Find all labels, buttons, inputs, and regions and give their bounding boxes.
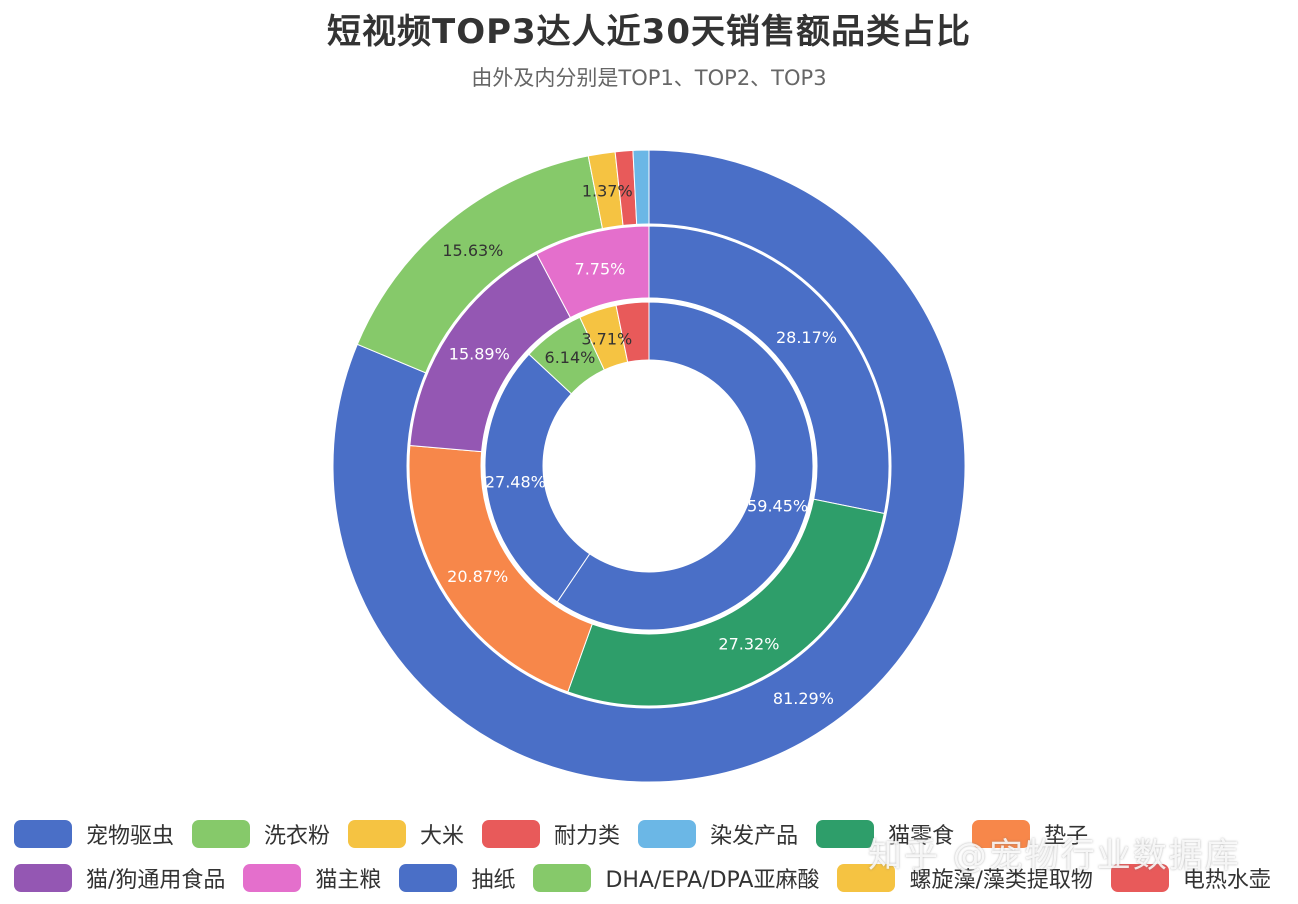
legend-label: 垫子 [1044,824,1089,849]
legend-label: 猫/狗通用食品 [86,868,226,893]
legend-label: 猫主粮 [315,868,382,893]
legend-swatch [192,820,251,848]
legend-label: 染发产品 [710,824,799,849]
legend-label: 电热水壶 [1182,868,1271,893]
ring-2-label-1: 28.17% [776,328,837,347]
ring-2-label-2: 27.32% [718,634,779,653]
nested-donut-chart: 81.29% 15.63% 1.37% 28.17% 27.32% 20.87% 15.89… [332,149,966,783]
legend-item[interactable]: 洗衣粉 [192,818,330,850]
legend-item[interactable]: 大米 [348,818,464,850]
legend-label: 大米 [420,824,465,849]
legend-item[interactable]: 猫零食 [816,818,954,850]
legend-swatch [14,820,72,848]
legend-item[interactable]: 猫/狗通用食品 [14,862,225,894]
legend-label: 猫零食 [888,824,955,849]
legend-swatch [972,820,1031,848]
legend-label: 耐力类 [554,824,621,849]
legend-swatch [243,864,302,892]
ring-3-label-4: 3.71% [581,329,632,348]
legend-label: 螺旋藻/藻类提取物 [909,868,1093,893]
ring-2-label-5: 7.75% [575,260,626,279]
legend-item[interactable]: 螺旋藻/藻类提取物 [837,862,1093,894]
chart-title: 短视频TOP3达人近30天销售额品类占比 [327,12,971,52]
legend-label: 宠物驱虫 [86,824,175,849]
ring-2-separator [480,297,818,635]
chart-subtitle: 由外及内分别是TOP1、TOP2、TOP3 [471,66,827,90]
legend-item[interactable]: 宠物驱虫 [14,818,174,850]
ring-3-label-3: 6.14% [545,348,596,367]
ring-3-label-2: 27.48% [485,472,546,491]
ring-3-label-1: 59.45% [747,496,808,515]
ring-1-label-3: 1.37% [582,182,633,201]
legend-item[interactable]: 垫子 [972,818,1088,850]
legend-label: 抽纸 [471,868,516,893]
legend-item[interactable]: 电热水壶 [1110,862,1271,894]
watermark: 知乎 @宠物行业数据库 [868,836,1241,876]
legend-swatch [816,820,875,848]
legend-swatch [399,864,458,892]
legend-swatch [533,864,592,892]
chart-legend: 宠物驱虫 洗衣粉 大米 耐力类 染发产品 猫零食 垫子猫/狗通用食品 猫主粮 抽纸 DHA/EPA… [14,812,1294,900]
legend-swatch [14,864,72,892]
legend-swatch [837,864,896,892]
legend-row: 猫/狗通用食品 猫主粮 抽纸 DHA/EPA/DPA亚麻酸 螺旋藻/藻类提取物 电热水壶 [14,856,1294,900]
legend-row: 宠物驱虫 洗衣粉 大米 耐力类 染发产品 猫零食 垫子 [14,812,1294,856]
ring-1-label-1: 81.29% [773,689,834,708]
legend-swatch [348,820,407,848]
legend-item[interactable]: DHA/EPA/DPA亚麻酸 [533,862,819,894]
ring-2-label-3: 20.87% [447,567,508,586]
legend-item[interactable]: 耐力类 [482,818,620,850]
ring-2-label-4: 15.89% [449,345,510,364]
legend-label: DHA/EPA/DPA亚麻酸 [605,868,820,893]
ring-1-label-2: 15.63% [442,241,503,260]
legend-swatch [638,820,697,848]
legend-swatch [1110,864,1169,892]
legend-item[interactable]: 抽纸 [399,862,515,894]
legend-swatch [482,820,541,848]
ring-3-separator [542,359,756,573]
legend-label: 洗衣粉 [264,824,331,849]
legend-item[interactable]: 染发产品 [638,818,798,850]
legend-item[interactable]: 猫主粮 [243,862,381,894]
